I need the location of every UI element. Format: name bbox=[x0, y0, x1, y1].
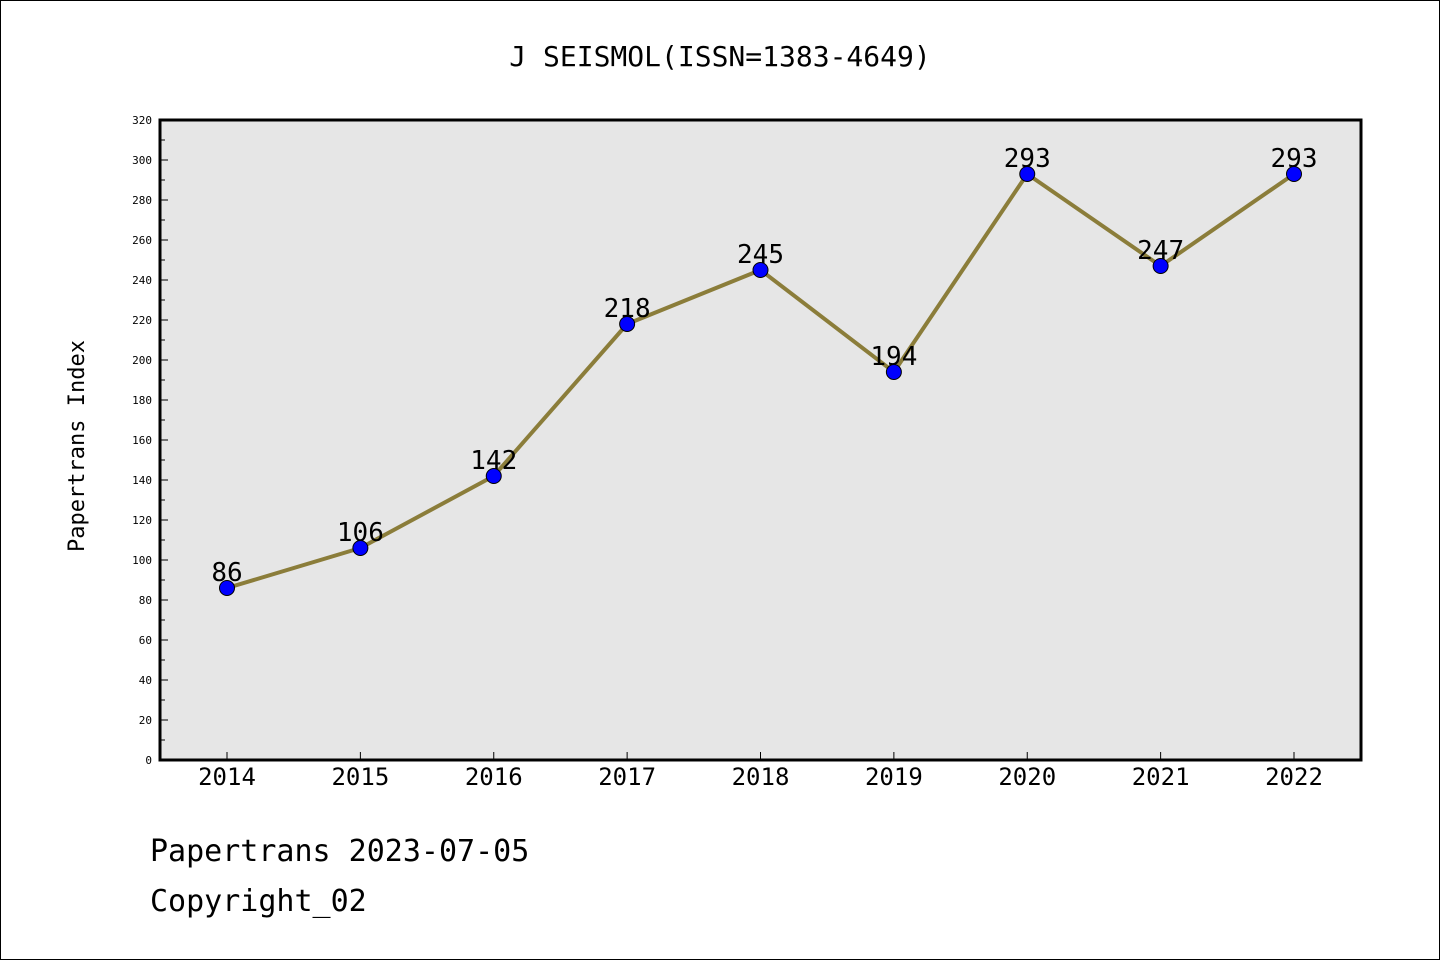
y-tick-label-16: 320 bbox=[132, 114, 152, 127]
x-tick-label-2: 2016 bbox=[465, 763, 523, 791]
y-tick-label-0: 0 bbox=[145, 754, 152, 767]
data-point-5 bbox=[885, 364, 902, 380]
data-point-6 bbox=[1019, 166, 1036, 182]
y-tick-label-10: 200 bbox=[132, 354, 152, 367]
x-tick-label-3: 2017 bbox=[598, 763, 656, 791]
data-point-2 bbox=[485, 468, 502, 484]
x-tick-label-7: 2021 bbox=[1132, 763, 1190, 791]
y-tick-label-14: 280 bbox=[132, 194, 152, 207]
y-tick-label-6: 120 bbox=[132, 514, 152, 527]
y-tick-label-13: 260 bbox=[132, 234, 152, 247]
x-tick-label-4: 2018 bbox=[732, 763, 790, 791]
chart-title: J SEISMOL(ISSN=1383-4649) bbox=[509, 40, 930, 73]
y-tick-label-1: 20 bbox=[139, 714, 152, 727]
x-tick-label-1: 2015 bbox=[331, 763, 389, 791]
y-tick-label-11: 220 bbox=[132, 314, 152, 327]
footer-copyright: Copyright_02 bbox=[150, 884, 367, 919]
x-axis: 2014 2015 2016 2017 2018 2019 2020 2021 2022 bbox=[198, 752, 1323, 791]
y-tick-label-5: 100 bbox=[132, 554, 152, 567]
data-point-0 bbox=[219, 580, 235, 596]
plot-area bbox=[158, 118, 1363, 762]
y-tick-label-15: 300 bbox=[132, 154, 152, 167]
data-point-4 bbox=[752, 262, 769, 278]
data-point-8 bbox=[1286, 166, 1302, 182]
y-axis-label: Papertrans Index bbox=[65, 340, 90, 552]
y-tick-label-9: 180 bbox=[132, 394, 152, 407]
y-tick-label-2: 40 bbox=[139, 674, 152, 687]
footer-date: Papertrans 2023-07-05 bbox=[150, 834, 530, 869]
y-axis: 0 20 40 60 80 100 120 140 160 180 200 220 240 260 280 3… bbox=[132, 114, 168, 767]
y-tick-label-4: 80 bbox=[139, 594, 152, 607]
data-point-1 bbox=[352, 540, 369, 556]
data-point-7 bbox=[1152, 258, 1169, 274]
x-tick-label-8: 2022 bbox=[1265, 763, 1323, 791]
x-tick-label-5: 2019 bbox=[865, 763, 923, 791]
x-tick-label-0: 2014 bbox=[198, 763, 256, 791]
y-tick-label-12: 240 bbox=[132, 274, 152, 287]
data-point-3 bbox=[619, 316, 636, 332]
y-tick-label-8: 160 bbox=[132, 434, 152, 447]
y-tick-label-7: 140 bbox=[132, 474, 152, 487]
x-tick-label-6: 2020 bbox=[998, 763, 1056, 791]
y-tick-label-3: 60 bbox=[139, 634, 152, 647]
